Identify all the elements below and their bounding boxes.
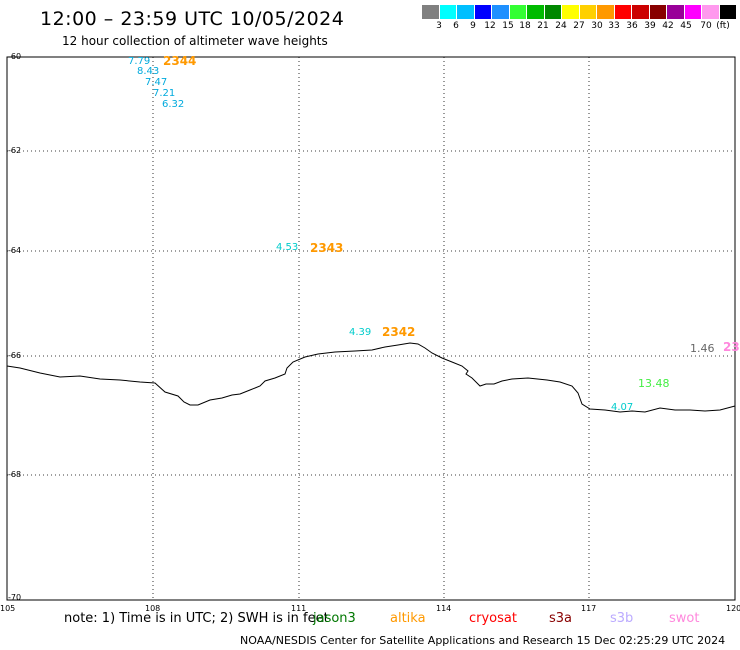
wave-height-value: 4.39 (349, 327, 372, 338)
satellite-legend-item: altika (390, 611, 426, 626)
satellite-legend-item: s3b (610, 611, 634, 626)
scale-label: 18 (519, 21, 531, 31)
scale-label: 33 (608, 21, 620, 31)
y-axis-label: -64 (8, 246, 22, 255)
color-swatch (631, 5, 649, 19)
color-swatch (543, 5, 561, 19)
y-axis-label: -62 (8, 146, 22, 155)
color-swatch (718, 5, 736, 19)
wave-height-value: 7.47 (145, 77, 168, 88)
y-axis-label: -70 (8, 593, 22, 602)
scale-label: 45 (680, 21, 692, 31)
scale-label: 3 (436, 21, 442, 31)
scale-label: 42 (662, 21, 674, 31)
scale-label: 6 (453, 21, 459, 31)
scale-label: 15 (502, 21, 514, 31)
scale-label: 21 (537, 21, 549, 31)
satellite-legend-item: jason3 (313, 611, 356, 626)
color-swatch (438, 5, 456, 19)
satellite-legend-item: s3a (549, 611, 573, 626)
pass-time-label: 2342 (382, 325, 416, 339)
wave-height-value: 13.48 (638, 377, 670, 390)
satellite-legend-item: swot (669, 611, 700, 626)
x-axis-label: 120 (726, 604, 740, 613)
x-axis-label: 108 (145, 604, 161, 613)
pass-time-label: 2343 (310, 241, 344, 255)
color-swatch (666, 5, 684, 19)
antarctic-coastline (6, 342, 736, 413)
page-subtitle: 12 hour collection of altimeter wave hei… (62, 34, 328, 48)
pass-time-label: 23 (723, 340, 740, 354)
color-swatch (456, 5, 474, 19)
x-axis-label: 105 (0, 604, 16, 613)
scale-label: 36 (626, 21, 638, 31)
footnote: note: 1) Time is in UTC; 2) SWH is in fe… (64, 611, 329, 626)
x-axis-label: 117 (581, 604, 597, 613)
color-swatch (596, 5, 614, 19)
y-axis-label: -66 (8, 351, 22, 360)
color-swatch (526, 5, 544, 19)
wave-height-value: 8.43 (137, 66, 160, 77)
wave-height-value: 7.79 (128, 56, 151, 67)
wave-height-value: 6.32 (162, 99, 185, 110)
wave-height-value: 7.21 (153, 88, 176, 99)
y-axis-label: -60 (8, 52, 22, 61)
scale-label: 9 (470, 21, 476, 31)
scale-label: 12 (484, 21, 496, 31)
x-axis-label: 111 (291, 604, 307, 613)
wave-height-value: 4.53 (276, 242, 299, 253)
color-swatch (613, 5, 631, 19)
page-title: 12:00 – 23:59 UTC 10/05/2024 (40, 8, 345, 30)
color-swatch (648, 5, 666, 19)
color-swatch (421, 5, 439, 19)
color-swatch (473, 5, 491, 19)
y-axis-label: -68 (8, 470, 22, 479)
color-swatch (491, 5, 509, 19)
credit-footer: NOAA/NESDIS Center for Satellite Applica… (240, 634, 726, 647)
scale-unit: (ft) (716, 21, 730, 31)
wave-height-value: 4.07 (611, 402, 634, 413)
gridlines (7, 57, 735, 600)
map-frame (6, 56, 736, 601)
wave-height-value: 1.46 (690, 342, 715, 355)
scale-label: 70 (700, 21, 712, 31)
color-swatch (561, 5, 579, 19)
color-swatch (508, 5, 526, 19)
pass-time-label: 2344 (163, 54, 197, 68)
color-swatch (578, 5, 596, 19)
x-axis-label: 114 (436, 604, 452, 613)
satellite-legend-item: cryosat (469, 611, 517, 626)
color-swatch (683, 5, 701, 19)
wave-height-color-scale (421, 5, 736, 19)
scale-label: 39 (644, 21, 656, 31)
scale-label: 27 (573, 21, 585, 31)
scale-label: 30 (591, 21, 603, 31)
scale-label: 24 (555, 21, 567, 31)
color-swatch (701, 5, 719, 19)
